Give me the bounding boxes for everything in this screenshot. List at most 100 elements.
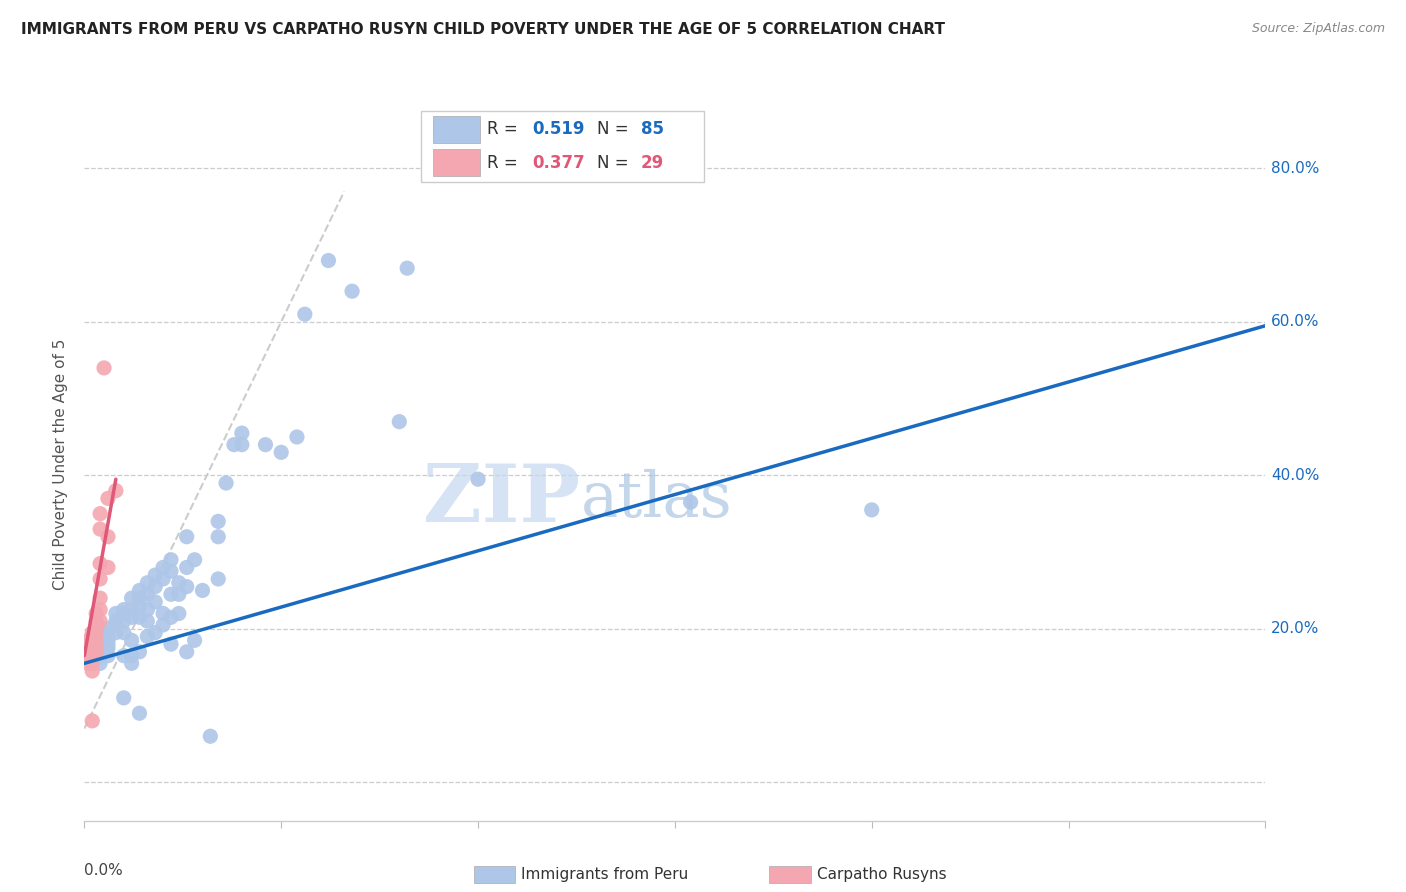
Point [84,645,107,659]
Point [82,633,104,648]
Point [104,483,127,498]
Point [97,633,120,648]
Point [97,640,120,655]
Point [215,476,238,491]
Point [183,553,205,567]
Point [82,645,104,659]
Point [231,426,253,441]
Y-axis label: Child Poverty Under the Age of 5: Child Poverty Under the Age of 5 [53,338,69,590]
Point [191,583,214,598]
Point [152,560,174,574]
Point [128,706,150,721]
Point [97,637,120,651]
Point [176,580,198,594]
Point [89,602,111,616]
Point [207,572,229,586]
Point [77,633,100,648]
Text: 0.0%: 0.0% [84,863,124,879]
Point [143,580,166,594]
Point [112,648,135,663]
Text: Immigrants from Peru: Immigrants from Peru [522,867,689,881]
Point [136,602,159,616]
Point [860,503,883,517]
Point [396,261,419,276]
Point [128,610,150,624]
Text: 29: 29 [641,153,664,171]
Text: 85: 85 [641,120,664,138]
Point [82,664,104,678]
Point [97,630,120,644]
Point [160,564,183,578]
FancyBboxPatch shape [420,111,704,182]
Point [97,622,120,636]
Point [143,595,166,609]
Point [152,607,174,621]
Point [207,515,229,529]
Point [467,472,489,486]
Point [112,602,135,616]
Point [82,633,104,648]
Point [82,657,104,671]
Point [82,648,104,663]
Point [89,657,111,671]
Point [104,607,127,621]
Point [89,637,111,651]
Point [200,729,222,743]
Text: 0.519: 0.519 [531,120,585,138]
Text: atlas: atlas [581,469,733,530]
Point [160,610,183,624]
Point [121,633,143,648]
Bar [433,116,479,143]
Point [160,637,183,651]
Point [285,430,308,444]
Point [82,640,104,655]
Point [82,630,104,644]
Point [104,618,127,632]
Point [143,625,166,640]
Point [84,630,107,644]
Point [89,614,111,628]
Point [152,618,174,632]
Point [128,591,150,606]
Point [104,625,127,640]
Point [77,645,100,659]
Point [97,530,120,544]
Point [89,522,111,536]
Point [176,530,198,544]
Point [112,690,135,705]
Point [254,437,277,451]
Point [84,607,107,621]
Text: N =: N = [598,153,634,171]
Point [160,553,183,567]
Point [231,437,253,451]
Point [176,560,198,574]
Point [183,633,205,648]
Point [207,530,229,544]
Point [112,625,135,640]
Point [112,614,135,628]
Text: 40.0%: 40.0% [1271,467,1320,483]
Point [82,625,104,640]
Point [270,445,292,459]
Point [679,495,702,509]
Point [167,587,190,601]
Text: 0.377: 0.377 [531,153,585,171]
Point [84,614,107,628]
Point [97,648,120,663]
Text: 80.0%: 80.0% [1271,161,1320,176]
Point [82,657,104,671]
Point [388,415,411,429]
Point [89,507,111,521]
Point [82,714,104,728]
Point [84,622,107,636]
Text: IMMIGRANTS FROM PERU VS CARPATHO RUSYN CHILD POVERTY UNDER THE AGE OF 5 CORRELAT: IMMIGRANTS FROM PERU VS CARPATHO RUSYN C… [21,22,945,37]
Point [121,657,143,671]
Point [77,652,100,666]
Point [136,575,159,590]
Point [136,630,159,644]
Point [167,607,190,621]
Point [89,622,111,636]
Bar [474,865,516,883]
Point [340,284,363,298]
Text: 20.0%: 20.0% [1271,622,1320,636]
